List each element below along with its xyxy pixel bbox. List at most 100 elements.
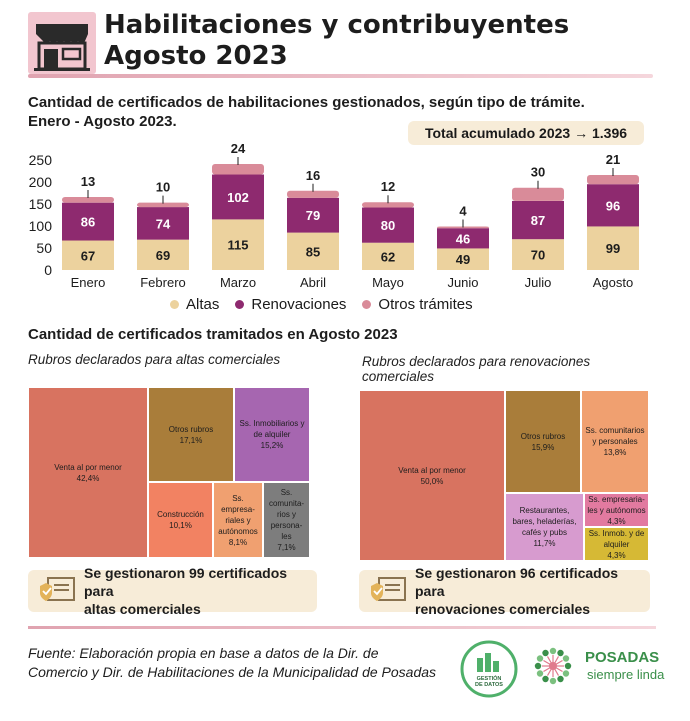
altas-tile: Ss. empresa-riales y autónomos 8,1% (213, 482, 263, 558)
x-tick-label: Febrero (140, 275, 186, 290)
legend-item: Otros trámites (362, 296, 473, 313)
legend-swatch (170, 299, 179, 309)
bar-segment (362, 207, 414, 243)
total-badge: Total acumulado 2023 → 1.396 (408, 121, 644, 145)
chart-title-line2: Enero - Agosto 2023. (28, 113, 177, 130)
renovaciones-tile: Ss. comunitarios y personales 13,8% (581, 390, 649, 493)
gd-logo-text2: DE DATOS (475, 682, 503, 688)
page-title-line2: Agosto 2023 (104, 41, 288, 71)
tile-value: 13,8% (603, 448, 627, 457)
legend-item: Altas (170, 296, 219, 313)
header: Habilitaciones y contribuyentes Agosto 2… (28, 8, 653, 80)
tile-value: 4,3% (607, 516, 626, 526)
flower-petal (536, 670, 544, 677)
data-label: 10 (156, 180, 170, 195)
renovaciones-tile: Ss. Inmob. y de alquiler 4,3% (584, 527, 649, 561)
renovaciones-tile: Ss. empresaria-les y autónomos 4,3% (584, 493, 649, 527)
altas-tile: Ss. comunita-rios y persona-les 7,1% (263, 482, 310, 558)
altas-treemap: Venta al por menor 42,4% Otros rubros 17,1%… (28, 387, 310, 558)
renovaciones-banner-line2: renovaciones comerciales (415, 601, 591, 617)
tile-label: Restaurantes, bares, heladerías, cafés y… (512, 506, 577, 537)
legend-label: Renovaciones (251, 295, 347, 313)
tile-value: 15,9% (531, 442, 555, 452)
data-label: 13 (81, 174, 95, 189)
altas-tile: Construcción 10,1% (148, 482, 213, 558)
flower-petal (534, 662, 542, 670)
flower-core (549, 662, 557, 670)
data-label: 115 (228, 238, 249, 253)
title-divider (28, 74, 653, 78)
page-title: Habilitaciones y contribuyentes Agosto 2… (104, 10, 569, 72)
tile-label: Ss. comunitarios y personales (585, 426, 645, 446)
tile-value: 10,1% (169, 521, 192, 530)
legend-swatch (362, 299, 372, 309)
altas-summary-banner: Se gestionaron 99 certificados para alta… (28, 565, 317, 617)
renovaciones-tile: Venta al por menor 50,0% (359, 390, 505, 561)
posadas-flower-logo (534, 647, 572, 685)
bar-segment (512, 239, 564, 270)
bar-segment (212, 219, 264, 270)
bar-segment (587, 174, 639, 185)
x-tick-label: Julio (525, 275, 552, 290)
legend-item: Renovaciones (235, 296, 346, 313)
chart-title-line1: Cantidad de certificados de habilitacion… (28, 94, 585, 111)
altas-tile: Otros rubros 17,1% (148, 387, 234, 482)
y-tick-label: 50 (36, 240, 52, 256)
tile-label: Otros rubros (168, 424, 214, 434)
data-label: 74 (156, 216, 171, 231)
tile-value: 8,1% (228, 537, 248, 547)
chart-title: Cantidad de certificados de habilitacion… (28, 93, 585, 131)
data-label: 67 (81, 248, 95, 263)
data-label: 30 (531, 165, 545, 180)
bar-segment (287, 197, 339, 233)
bar-segment (587, 226, 639, 270)
legend-swatch (235, 299, 245, 309)
storefront-icon (28, 12, 96, 74)
gestion-de-datos-logo: GESTIÓN DE DATOS (460, 640, 518, 698)
data-label: 85 (306, 244, 320, 259)
altas-tile: Ss. Inmobiliarios y de alquiler 15,2% (234, 387, 310, 482)
renovaciones-subtitle: Rubros declarados para renovaciones come… (362, 354, 591, 384)
legend-label: Altas (186, 295, 220, 313)
altas-subtitle: Rubros declarados para altas comerciales (28, 352, 281, 367)
bar-segment (512, 187, 564, 201)
tile-label: Ss. empresa-riales y autónomos (218, 493, 258, 536)
data-label: 86 (81, 215, 95, 230)
flower-petal (564, 662, 572, 670)
flower-petal (542, 675, 549, 683)
x-tick-label: Abril (300, 275, 326, 290)
tile-value: 50,0% (420, 476, 444, 486)
data-label: 12 (381, 179, 395, 194)
bar-segment (212, 163, 264, 175)
flower-petal (549, 647, 557, 655)
data-label: 79 (306, 208, 320, 223)
bar-segment (137, 239, 189, 270)
tile-label: Otros rubros (520, 431, 566, 441)
data-label: 16 (306, 168, 320, 183)
altas-banner-line1: Se gestionaron 99 certificados para (84, 565, 288, 599)
renovaciones-banner-line1: Se gestionaron 96 certificados para (415, 565, 619, 599)
renovaciones-summary-banner: Se gestionaron 96 certificados para reno… (359, 565, 650, 617)
renovaciones-tile: Restaurantes, bares, heladerías, cafés y… (505, 493, 584, 561)
y-tick-label: 250 (29, 152, 53, 168)
data-label: 69 (156, 248, 170, 263)
bar-segment (512, 200, 564, 240)
y-tick-label: 0 (44, 262, 52, 278)
data-label: 49 (456, 252, 470, 267)
x-tick-label: Enero (71, 275, 106, 290)
bar-segment (62, 240, 114, 270)
data-label: 96 (606, 198, 620, 213)
posadas-logo-tagline: siempre linda (587, 667, 665, 682)
altas-tile: Venta al por menor 42,4% (28, 387, 148, 558)
x-tick-label: Agosto (593, 275, 633, 290)
tile-label: Venta al por menor (398, 465, 466, 475)
renovaciones-treemap: Venta al por menor 50,0% Otros rubros 15,9%… (359, 390, 649, 561)
certificate-icon (40, 577, 75, 601)
bar-segment (62, 202, 114, 241)
posadas-logo-name: POSADAS (585, 649, 660, 666)
tile-label: Ss. Inmobiliarios y de alquiler (239, 419, 305, 439)
bar-segment (587, 184, 639, 227)
chart-legend: Altas Renovaciones Otros trámites (170, 294, 473, 314)
data-label: 99 (606, 241, 620, 256)
flower-petal (557, 649, 564, 657)
